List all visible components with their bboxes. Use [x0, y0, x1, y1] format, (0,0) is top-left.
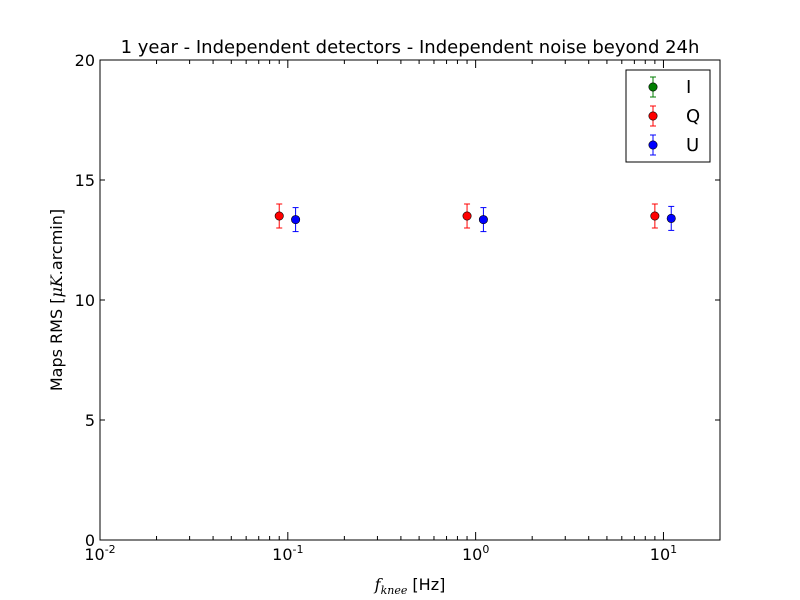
data-point-U	[291, 207, 301, 233]
x-axis: 10-2 10-1 100 101	[84, 60, 677, 564]
legend-marker	[648, 82, 658, 92]
data-point-U	[666, 205, 676, 231]
plot-frame	[99, 59, 721, 541]
legend-item-Q: Q	[648, 105, 700, 127]
legend-marker	[648, 140, 658, 150]
data-point-Q	[274, 203, 284, 229]
y-axis: 0 5 10 15 20	[75, 51, 720, 550]
legend-label: Q	[686, 106, 700, 127]
y-tick-label: 5	[85, 411, 95, 430]
chart-title: 1 year - Independent detectors - Indepen…	[121, 37, 700, 58]
x-tick-label: 101	[650, 543, 677, 564]
legend: IQU	[625, 69, 711, 163]
marker	[462, 211, 472, 221]
x-tick-label: 10-1	[272, 543, 303, 564]
data-point-Q	[650, 203, 660, 229]
marker	[291, 215, 301, 225]
x-axis-title: fknee [Hz]	[374, 575, 446, 597]
y-axis-title: Maps RMS [μK.arcmin]	[47, 209, 66, 391]
y-tick-label: 0	[85, 531, 95, 550]
legend-label: U	[686, 135, 699, 156]
x-tick-label: 100	[462, 543, 489, 564]
marker	[650, 211, 660, 221]
data-points	[274, 203, 676, 233]
y-tick-label: 10	[75, 291, 95, 310]
legend-item-I: I	[648, 76, 691, 98]
y-tick-label: 15	[75, 171, 95, 190]
marker	[478, 215, 488, 225]
marker	[666, 213, 676, 223]
x-tick-label: 10-2	[84, 543, 115, 564]
data-point-Q	[462, 203, 472, 229]
legend-box	[625, 69, 711, 163]
marker	[274, 211, 284, 221]
data-point-U	[478, 207, 488, 233]
y-tick-label: 20	[75, 51, 95, 70]
legend-item-U: U	[648, 134, 699, 156]
legend-label: I	[686, 77, 691, 98]
legend-marker	[648, 111, 658, 121]
